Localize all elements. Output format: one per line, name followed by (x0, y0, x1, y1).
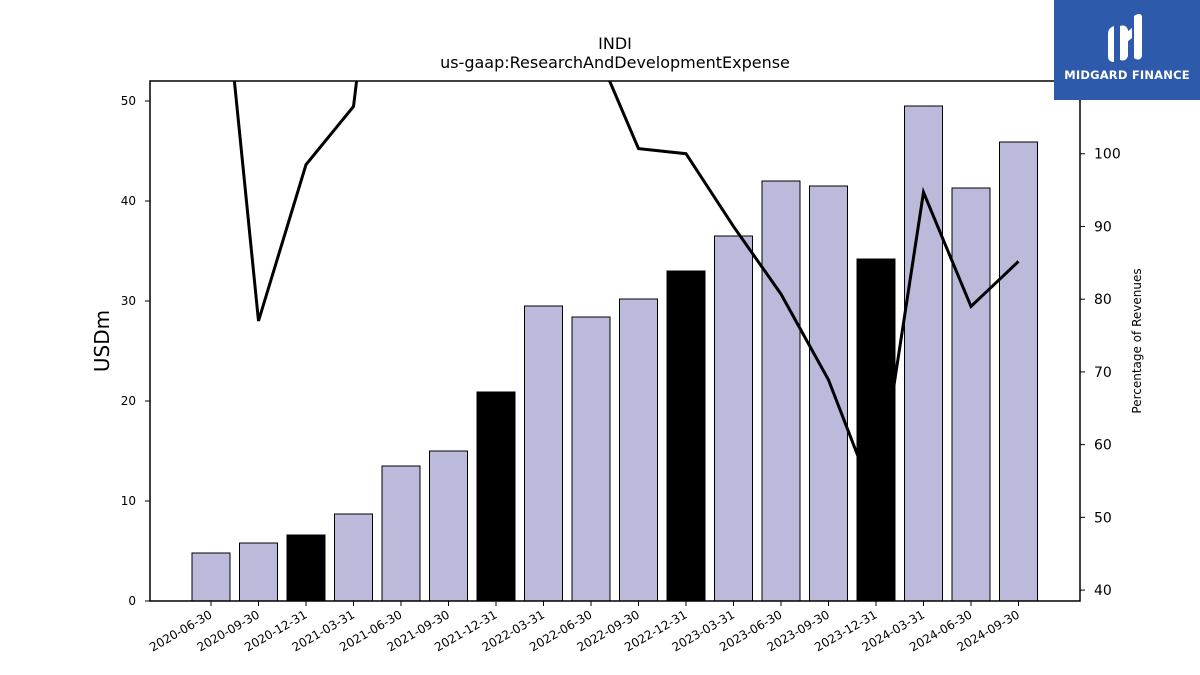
bar-2020-12-31 (286, 534, 326, 602)
y2-tick-label: 60 (1094, 438, 1112, 454)
y2-tick-label: 40 (1094, 583, 1112, 599)
y-tick-label: 20 (121, 394, 136, 408)
bar-2020-06-30 (191, 552, 231, 602)
bar-2023-09-30 (809, 185, 848, 602)
chart-subtitle: us-gaap:ResearchAndDevelopmentExpense (440, 53, 790, 72)
bar-2020-09-30 (239, 542, 278, 602)
y-tick-label: 50 (121, 94, 136, 108)
brand-mark-icon (1108, 14, 1142, 62)
bar-2024-03-31 (904, 105, 943, 602)
bar-2022-03-31 (524, 305, 563, 602)
bar-2022-06-30 (571, 316, 611, 602)
brand-name: MIDGARD FINANCE (1064, 68, 1190, 82)
y2-tick-label: 100 (1094, 147, 1121, 163)
y2-tick-label: 80 (1094, 292, 1112, 308)
y2-tick-label: 90 (1094, 219, 1112, 235)
bar-2021-12-31 (476, 391, 516, 602)
y-axis-label: USDm (90, 310, 114, 372)
y2-tick-label: 70 (1094, 365, 1112, 381)
y-tick-label: 30 (121, 294, 136, 308)
y-tick-label: 40 (121, 194, 136, 208)
pct-revenue-line (232, 81, 1020, 509)
bar-2023-06-30 (761, 180, 801, 602)
bar-group (191, 105, 1038, 602)
plot-frame (149, 80, 1081, 602)
bar-2023-12-31 (856, 258, 896, 602)
y2-axis-label: Percentage of Revenues (1130, 268, 1144, 413)
y2-tick-label: 50 (1094, 510, 1112, 526)
brand-logo: MIDGARD FINANCE (1054, 0, 1200, 100)
bar-2024-09-30 (999, 141, 1038, 602)
bar-2022-09-30 (619, 298, 658, 602)
chart-title: INDI (598, 34, 632, 53)
bar-2023-03-31 (714, 235, 753, 602)
y-tick-label: 10 (121, 494, 136, 508)
bar-2021-09-30 (429, 450, 468, 602)
y-tick-label: 0 (128, 594, 136, 608)
line-group (232, 81, 1020, 509)
bar-2024-06-30 (951, 187, 991, 602)
right-axis: 40 50 60 70 80 90 100 (1080, 147, 1121, 599)
bar-2021-06-30 (381, 465, 421, 602)
x-axis: 2020-06-302020-09-302020-12-312021-03-31… (147, 601, 1022, 654)
bar-2021-03-31 (334, 513, 373, 602)
bar-2022-12-31 (666, 270, 706, 602)
left-axis: 0 10 20 30 40 50 (121, 94, 150, 608)
